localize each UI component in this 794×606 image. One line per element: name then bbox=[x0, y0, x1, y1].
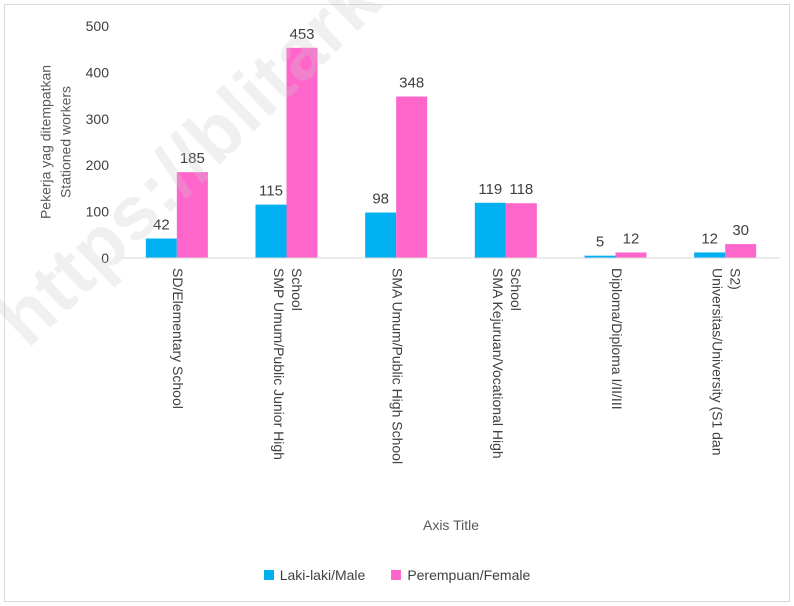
bar bbox=[505, 203, 537, 258]
legend-swatch-female bbox=[391, 570, 402, 580]
data-label: 12 bbox=[701, 230, 718, 247]
bar bbox=[474, 202, 506, 258]
data-label: 42 bbox=[153, 217, 170, 234]
category-label: SMA Kejuruan/Vocational High bbox=[490, 268, 506, 459]
data-label: 118 bbox=[509, 181, 533, 198]
bar bbox=[286, 47, 318, 258]
y-tick-label: 0 bbox=[101, 250, 109, 266]
y-tick-label: 100 bbox=[86, 204, 110, 220]
data-label: 115 bbox=[259, 183, 283, 200]
bar bbox=[176, 172, 208, 258]
bar bbox=[694, 252, 726, 258]
legend-swatch-male bbox=[263, 570, 274, 580]
data-label: 98 bbox=[372, 191, 389, 208]
data-label: 30 bbox=[732, 222, 749, 239]
category-label: School bbox=[289, 268, 305, 311]
legend: Laki-laki/Male Perempuan/Female bbox=[0, 567, 794, 583]
legend-item-male: Laki-laki/Male bbox=[263, 567, 366, 583]
legend-item-female: Perempuan/Female bbox=[391, 567, 530, 583]
category-label: Diploma/Diploma I/II/III bbox=[609, 268, 625, 410]
data-label: 5 bbox=[596, 234, 604, 251]
x-axis-title: Axis Title bbox=[423, 517, 479, 533]
y-axis-title: Stationed workers bbox=[58, 86, 74, 198]
bar bbox=[615, 252, 647, 258]
category-label: Universitas/University (S1 dan bbox=[709, 268, 725, 456]
data-label: 119 bbox=[478, 181, 502, 198]
category-label: SMA Umum/Public High School bbox=[389, 268, 405, 464]
category-label: SMP Umum/Public Junior High bbox=[271, 268, 287, 460]
data-label: 348 bbox=[399, 75, 424, 92]
bar bbox=[725, 244, 757, 258]
legend-label-female: Perempuan/Female bbox=[407, 567, 531, 583]
data-label: 453 bbox=[289, 26, 314, 43]
bar bbox=[145, 238, 177, 258]
y-tick-label: 400 bbox=[86, 64, 110, 80]
category-label: School bbox=[508, 268, 524, 311]
y-tick-label: 300 bbox=[86, 111, 110, 127]
bar bbox=[396, 96, 428, 258]
category-label: SD/Elementary School bbox=[170, 268, 186, 409]
bar bbox=[365, 212, 397, 258]
data-label: 12 bbox=[623, 230, 640, 247]
data-label: 185 bbox=[180, 150, 205, 167]
y-tick-label: 200 bbox=[86, 157, 110, 173]
y-tick-label: 500 bbox=[86, 18, 110, 34]
legend-label-male: Laki-laki/Male bbox=[279, 567, 366, 583]
y-axis-title: Pekerja yag ditempatkan bbox=[38, 65, 54, 219]
category-label: S2) bbox=[727, 268, 743, 290]
bar bbox=[584, 255, 616, 258]
bar bbox=[255, 204, 287, 258]
